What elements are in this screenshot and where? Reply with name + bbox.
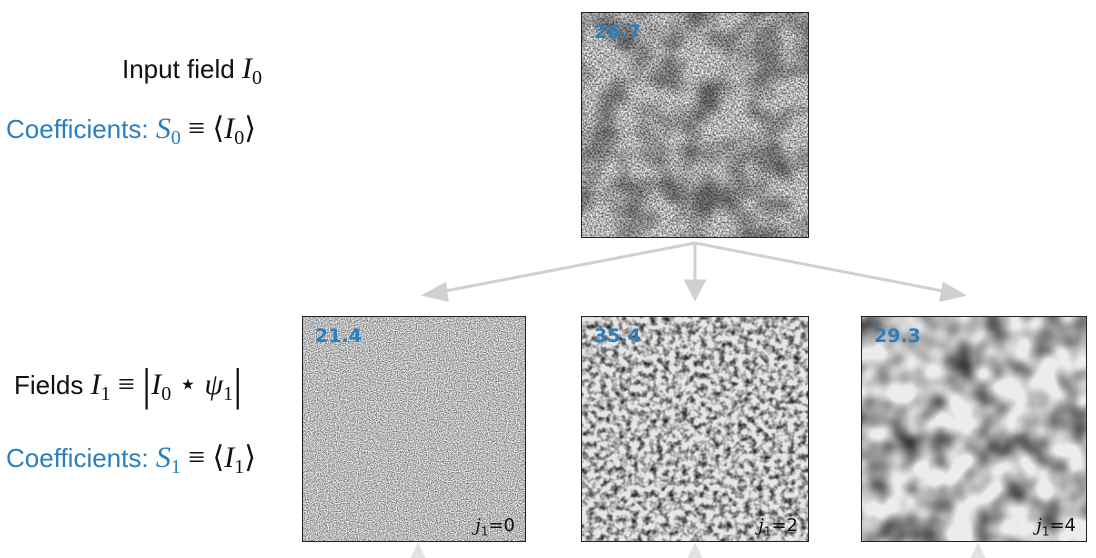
s0-close-bracket: ⟩ bbox=[244, 112, 256, 145]
s0-subscript: 0 bbox=[171, 127, 181, 149]
field-j4-texture bbox=[862, 317, 1086, 541]
field-j4-scale-label: j1=4 bbox=[1036, 515, 1076, 539]
field-j2-image: 35.4 j1=2 bbox=[581, 316, 809, 542]
input-field-symbol: I bbox=[242, 52, 252, 85]
s1-close-bracket: ⟩ bbox=[244, 441, 256, 474]
field-j0-image: 21.4 j1=0 bbox=[302, 316, 526, 542]
s0-I-subscript: 0 bbox=[234, 127, 244, 149]
field-j0-texture bbox=[303, 317, 525, 541]
coefficients-s1-text: Coefficients: bbox=[6, 443, 149, 473]
input-field-image: 26.7 bbox=[581, 12, 809, 238]
field-j4-image: 29.3 j1=4 bbox=[861, 316, 1087, 542]
arrow-to-j4 bbox=[695, 243, 948, 292]
field-j0-scale-label: j1=0 bbox=[475, 515, 515, 539]
s0-equiv: ≡ ⟨ bbox=[188, 112, 224, 145]
field-j0-value: 21.4 bbox=[315, 325, 362, 347]
s1-subscript: 1 bbox=[171, 456, 181, 478]
arrow-stub-j4 bbox=[972, 546, 984, 558]
field-j0-scale-eq: =0 bbox=[488, 515, 515, 536]
fields-I0-symbol: I bbox=[151, 368, 161, 401]
fields-i1-label: Fields I1 ≡ |I0 ⋆ ψ1| bbox=[14, 358, 242, 411]
field-j2-texture bbox=[582, 317, 808, 541]
input-field-subscript: 0 bbox=[252, 67, 262, 89]
fields-equiv: ≡ bbox=[118, 368, 135, 401]
field-j4-value: 29.3 bbox=[874, 325, 921, 347]
coefficients-s1-label: Coefficients: S1 ≡ ⟨I1⟩ bbox=[6, 440, 256, 479]
s1-symbol: S bbox=[156, 441, 171, 474]
arrow-to-j0 bbox=[440, 243, 695, 292]
coefficients-s0-text: Coefficients: bbox=[6, 114, 149, 144]
psi-symbol: ψ bbox=[204, 368, 223, 401]
arrow-head-j4 bbox=[941, 284, 963, 300]
abs-bar-left: | bbox=[142, 359, 151, 410]
s1-I-symbol: I bbox=[224, 441, 234, 474]
field-j4-scale-eq: =4 bbox=[1049, 515, 1076, 536]
s1-equiv: ≡ ⟨ bbox=[188, 441, 224, 474]
convolution-star: ⋆ bbox=[178, 368, 197, 401]
input-field-value: 26.7 bbox=[594, 21, 641, 43]
s0-symbol: S bbox=[156, 112, 171, 145]
abs-bar-right: | bbox=[233, 359, 242, 410]
field-j2-scale-label: j1=2 bbox=[758, 515, 798, 539]
field-j2-value: 35.4 bbox=[594, 325, 641, 347]
arrow-stub-j0 bbox=[412, 546, 424, 558]
s0-I-symbol: I bbox=[224, 112, 234, 145]
arrow-head-j2 bbox=[686, 281, 704, 298]
input-field-text: Input field bbox=[122, 54, 235, 84]
input-field-texture bbox=[582, 13, 808, 237]
field-j2-scale-eq: =2 bbox=[771, 515, 798, 536]
arrow-stub-j2 bbox=[689, 546, 701, 558]
coefficients-s0-label: Coefficients: S0 ≡ ⟨I0⟩ bbox=[6, 111, 256, 150]
s1-I-subscript: 1 bbox=[234, 456, 244, 478]
arrow-head-j0 bbox=[425, 284, 447, 300]
fields-I0-subscript: 0 bbox=[161, 383, 171, 405]
fields-I1-symbol: I bbox=[91, 368, 101, 401]
fields-I1-subscript: 1 bbox=[101, 383, 111, 405]
psi-subscript: 1 bbox=[223, 383, 233, 405]
fields-text: Fields bbox=[14, 370, 83, 400]
input-field-label: Input field I0 bbox=[122, 52, 262, 90]
